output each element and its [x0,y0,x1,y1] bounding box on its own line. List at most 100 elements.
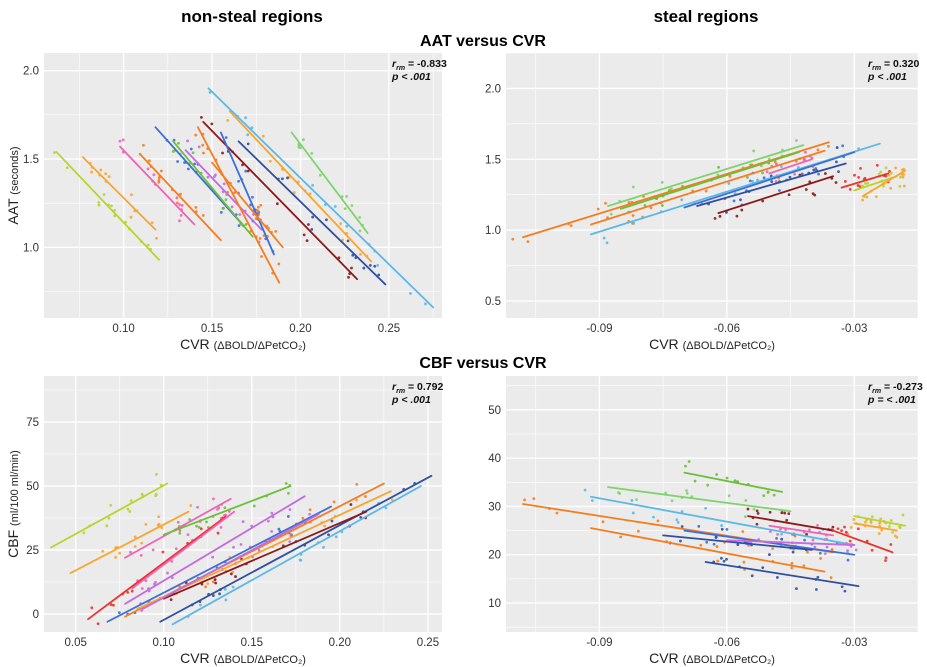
data-point [364,495,367,498]
data-point [107,516,111,520]
data-point [768,510,772,514]
data-point [785,518,789,522]
x-tick-label: -0.03 [841,323,867,335]
data-point [202,151,205,155]
data-point [376,263,380,267]
data-point [802,564,806,568]
data-point [258,237,262,240]
data-point [166,571,169,575]
data-point [661,204,664,207]
data-point [345,195,348,198]
data-point [844,530,848,534]
data-point [355,482,359,486]
series-fit-line [725,539,856,546]
data-point [680,525,684,528]
data-point [712,542,716,546]
data-point [221,151,224,155]
series-fit-line [55,151,160,261]
data-point [180,204,184,207]
data-point [129,550,132,554]
data-point [350,266,353,270]
series-fit-line [124,497,232,559]
data-point [866,181,870,185]
data-point [632,221,636,225]
data-point [390,498,394,502]
plot-area [522,460,907,593]
data-point [788,175,792,179]
x-tick-label: -0.03 [841,637,867,649]
data-point [155,236,158,240]
data-point [720,524,723,527]
data-point [643,204,647,207]
data-point [865,195,869,199]
data-point [334,535,338,539]
data-point [843,525,846,529]
data-point [748,179,752,183]
p-value-annotation: p = < .001 [867,394,916,406]
data-point [90,170,93,174]
x-tick-label: 0.10 [153,637,175,649]
y-tick-label: 2.0 [485,83,501,95]
data-point [843,180,847,183]
data-point [305,239,309,242]
series-fit-line [82,156,157,231]
x-tick-label: -0.06 [714,637,740,649]
data-point [889,186,893,190]
y-tick-label: 10 [488,598,501,610]
data-point [856,527,860,531]
data-point [157,176,161,180]
data-point [775,576,779,579]
data-point [169,598,173,602]
x-tick-label: -0.06 [714,323,740,335]
data-point [175,201,179,205]
data-point [155,472,158,476]
y-tick-label: 40 [488,453,501,465]
y-tick-label: 50 [488,405,501,417]
data-point [884,166,888,170]
data-point [803,538,806,542]
data-point [424,302,427,306]
data-point [840,529,843,533]
series-fit-line [219,131,275,256]
series-fit-line [171,485,422,626]
data-point [888,170,891,173]
data-point [835,146,839,149]
data-point [870,515,874,519]
y-tick-label: 30 [488,501,501,513]
data-point [110,204,113,208]
data-point [511,237,515,241]
data-point [776,532,779,536]
data-point [237,224,241,228]
data-point [292,191,296,194]
plot-area [511,139,907,245]
data-point [179,214,183,217]
data-point [795,587,798,590]
data-point [817,172,820,176]
data-point [211,555,215,559]
data-point [772,493,776,497]
data-point [880,528,884,532]
data-point [768,553,771,556]
data-point [727,182,731,185]
data-point [287,491,290,495]
data-point [800,172,804,176]
data-point [859,167,862,170]
data-point [97,201,101,204]
data-point [805,532,808,536]
data-point [199,527,203,531]
data-point [195,524,199,528]
x-tick-label: 0.05 [65,637,87,649]
data-point [739,198,742,202]
data-point [216,507,219,511]
data-point [339,222,343,225]
data-point [251,195,254,199]
data-point [811,538,815,542]
data-point [744,499,748,502]
data-point [126,590,130,594]
x-tick-label: 0.20 [329,637,351,649]
data-point [126,507,130,511]
data-point [218,592,221,596]
data-point [118,551,122,555]
data-point [555,511,559,515]
